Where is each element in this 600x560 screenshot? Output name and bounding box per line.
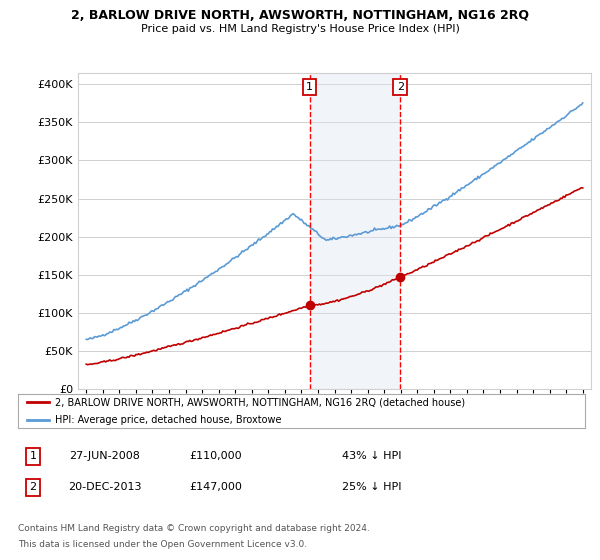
Text: 2: 2: [397, 82, 404, 92]
Text: 2, BARLOW DRIVE NORTH, AWSWORTH, NOTTINGHAM, NG16 2RQ (detached house): 2, BARLOW DRIVE NORTH, AWSWORTH, NOTTING…: [55, 398, 465, 407]
Text: £110,000: £110,000: [190, 451, 242, 461]
Text: 1: 1: [306, 82, 313, 92]
Text: This data is licensed under the Open Government Licence v3.0.: This data is licensed under the Open Gov…: [18, 540, 307, 549]
Text: HPI: Average price, detached house, Broxtowe: HPI: Average price, detached house, Brox…: [55, 415, 281, 424]
Text: Price paid vs. HM Land Registry's House Price Index (HPI): Price paid vs. HM Land Registry's House …: [140, 24, 460, 34]
Text: Contains HM Land Registry data © Crown copyright and database right 2024.: Contains HM Land Registry data © Crown c…: [18, 524, 370, 533]
Text: 43% ↓ HPI: 43% ↓ HPI: [342, 451, 401, 461]
Text: 2: 2: [29, 482, 37, 492]
Text: £147,000: £147,000: [190, 482, 242, 492]
Text: 27-JUN-2008: 27-JUN-2008: [70, 451, 140, 461]
Text: 25% ↓ HPI: 25% ↓ HPI: [342, 482, 401, 492]
Text: 2, BARLOW DRIVE NORTH, AWSWORTH, NOTTINGHAM, NG16 2RQ: 2, BARLOW DRIVE NORTH, AWSWORTH, NOTTING…: [71, 9, 529, 22]
Bar: [310, 73, 400, 389]
Text: 1: 1: [29, 451, 37, 461]
Text: 20-DEC-2013: 20-DEC-2013: [68, 482, 142, 492]
